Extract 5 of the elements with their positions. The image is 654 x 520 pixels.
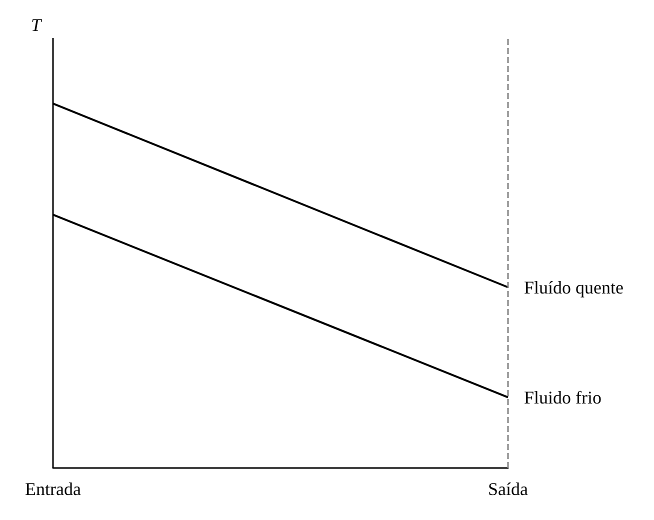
series-label: Fluido frio [524, 387, 602, 408]
series-label: Fluído quente [524, 277, 624, 298]
x-tick-label: Saída [488, 479, 528, 499]
x-tick-label: Entrada [25, 479, 81, 499]
y-axis-title: T [30, 15, 43, 35]
